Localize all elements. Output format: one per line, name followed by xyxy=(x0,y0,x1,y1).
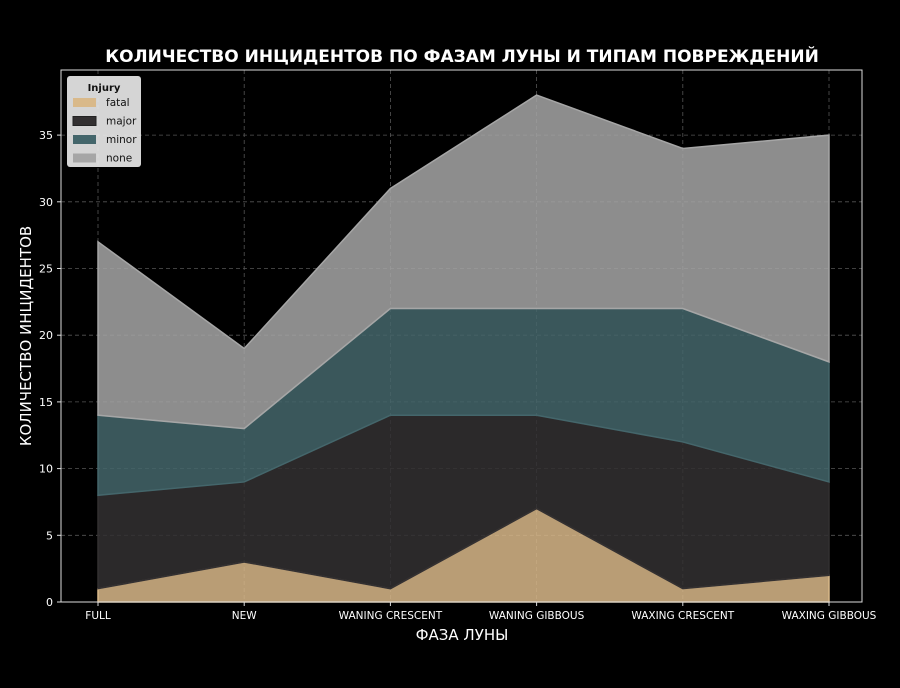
y-tick-label: 15 xyxy=(39,396,53,409)
y-tick-label: 0 xyxy=(46,596,53,609)
legend-label-none: none xyxy=(106,153,132,165)
legend-swatch-minor xyxy=(73,135,96,144)
y-tick-label: 5 xyxy=(46,529,53,542)
x-tick-label: WANING CRESCENT xyxy=(339,610,443,622)
legend-label-major: major xyxy=(106,116,137,128)
chart-title: КОЛИЧЕСТВО ИНЦИДЕНТОВ ПО ФАЗАМ ЛУНЫ И ТИ… xyxy=(105,45,819,67)
x-tick-label: NEW xyxy=(232,610,257,622)
legend-swatch-fatal xyxy=(73,98,96,107)
y-tick-label: 30 xyxy=(39,196,53,209)
x-tick-label: WANING GIBBOUS xyxy=(489,610,585,622)
x-tick-label: WAXING CRESCENT xyxy=(631,610,734,622)
legend-title: Injury xyxy=(88,83,121,94)
y-axis-label: КОЛИЧЕСТВО ИНЦИДЕНТОВ xyxy=(17,226,35,446)
legend-swatch-none xyxy=(73,154,96,163)
y-tick-label: 20 xyxy=(39,329,53,342)
legend-swatch-major xyxy=(73,117,96,126)
legend-label-fatal: fatal xyxy=(106,97,130,109)
y-tick-label: 35 xyxy=(39,129,53,142)
y-tick-label: 25 xyxy=(39,263,53,276)
x-tick-label: FULL xyxy=(85,610,111,622)
areas xyxy=(98,95,829,602)
x-axis-label: ФАЗА ЛУНЫ xyxy=(416,626,509,644)
x-tick-label: WAXING GIBBOUS xyxy=(782,610,877,622)
y-tick-label: 10 xyxy=(39,463,53,476)
legend: Injury fatal major minor none xyxy=(67,76,141,167)
legend-label-minor: minor xyxy=(106,134,137,146)
